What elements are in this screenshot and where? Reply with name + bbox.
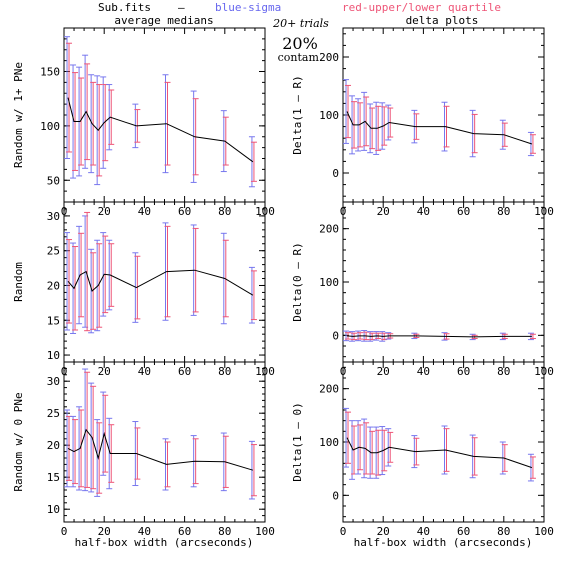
y-tick-label: 10 <box>47 503 60 516</box>
x-tick-label: 80 <box>497 205 510 218</box>
contam-annotation: contam. <box>278 51 323 64</box>
x-axis-label-left: half-box width (arcseconds) <box>75 536 254 549</box>
x-tick-label: 100 <box>534 525 554 538</box>
y-tick-label: 15 <box>47 314 60 327</box>
x-tick-label: 100 <box>255 525 275 538</box>
trials-annotation: 20+ trials <box>272 17 329 30</box>
x-tick-label: 40 <box>417 525 430 538</box>
plot-frame <box>342 201 545 363</box>
median-line <box>67 269 254 296</box>
x-tick-label: 20 <box>98 525 111 538</box>
y-tick-label: 20 <box>47 279 60 292</box>
x-tick-label: 40 <box>138 365 151 378</box>
right-column-title: delta plots <box>406 14 479 27</box>
data-layer <box>64 368 257 500</box>
plot-frame <box>342 27 545 203</box>
panel-p21: 0 20 40 60 80 100 0 100 200 Delta(1 – 0) <box>291 361 554 538</box>
y-tick-label: 15 <box>47 471 60 484</box>
x-tick-label: 80 <box>218 525 231 538</box>
y-tick-label: 25 <box>47 245 60 258</box>
median-line <box>346 437 533 469</box>
y-tick-label: 100 <box>319 276 339 289</box>
y-axis-label: Delta(1 – R) <box>291 75 304 154</box>
y-tick-label: 100 <box>319 436 339 449</box>
data-layer <box>64 36 257 188</box>
y-tick-label: 100 <box>319 109 339 122</box>
y-tick-label: 0 <box>332 489 339 502</box>
x-tick-label: 40 <box>417 365 430 378</box>
x-tick-label: 60 <box>457 365 470 378</box>
left-column-title: average medians <box>114 14 213 27</box>
x-tick-label: 60 <box>178 365 191 378</box>
x-tick-label: 80 <box>218 365 231 378</box>
median-line <box>67 97 254 163</box>
y-axis-label: Random w/ 1+ PNe <box>12 62 25 168</box>
x-tick-label: 40 <box>138 525 151 538</box>
data-layer <box>343 79 536 158</box>
y-tick-label: 100 <box>40 120 60 133</box>
x-tick-label: 60 <box>178 205 191 218</box>
x-tick-label: 60 <box>457 525 470 538</box>
x-tick-label: 80 <box>218 205 231 218</box>
x-tick-label: 60 <box>457 205 470 218</box>
y-tick-label: 30 <box>47 210 60 223</box>
y-tick-label: 200 <box>319 51 339 64</box>
data-layer <box>343 407 536 482</box>
file-label: Sub.fits <box>98 1 151 14</box>
y-tick-label: 0 <box>332 329 339 342</box>
x-tick-label: 20 <box>377 525 390 538</box>
x-tick-label: 0 <box>61 525 68 538</box>
x-tick-label: 20 <box>377 205 390 218</box>
x-tick-label: 0 <box>340 525 347 538</box>
median-line <box>346 335 532 338</box>
data-layer <box>343 330 536 342</box>
x-tick-label: 20 <box>98 365 111 378</box>
x-tick-label: 20 <box>377 365 390 378</box>
legend-blue-sigma: blue-sigma <box>215 1 281 14</box>
plot-frame <box>342 361 545 523</box>
plot-frame <box>63 201 266 363</box>
y-axis-label: Random <box>12 262 25 302</box>
y-axis-label: Delta(1 – 0) <box>291 402 304 481</box>
y-axis-label: Random w/ 0 PNe <box>12 392 25 491</box>
median-line <box>67 428 254 471</box>
x-tick-label: 60 <box>178 525 191 538</box>
median-line <box>346 111 533 145</box>
y-tick-label: 200 <box>319 223 339 236</box>
y-tick-label: 30 <box>47 375 60 388</box>
x-tick-label: 20 <box>98 205 111 218</box>
x-tick-label: 40 <box>417 205 430 218</box>
y-axis-label: Delta(0 – R) <box>291 242 304 321</box>
y-tick-label: 50 <box>47 174 60 187</box>
y-tick-label: 150 <box>40 66 60 79</box>
data-layer <box>64 211 257 334</box>
x-tick-label: 80 <box>497 525 510 538</box>
x-axis-label-right: half-box width (arcseconds) <box>354 536 533 549</box>
x-tick-label: 80 <box>497 365 510 378</box>
x-tick-label: 40 <box>138 205 151 218</box>
y-tick-label: 200 <box>319 383 339 396</box>
panel-p20: 0 20 40 60 80 100 10 15 20 25 30 Random w/ 0 PNe <box>12 361 275 538</box>
header-dash: – <box>178 1 185 14</box>
plot-frame <box>63 27 266 203</box>
y-tick-label: 10 <box>47 349 60 362</box>
y-tick-label: 20 <box>47 439 60 452</box>
y-tick-label: 25 <box>47 407 60 420</box>
percent-annotation: 20% <box>282 34 318 53</box>
legend-red-quartile: red-upper/lower quartile <box>342 1 501 14</box>
y-tick-label: 0 <box>332 167 339 180</box>
